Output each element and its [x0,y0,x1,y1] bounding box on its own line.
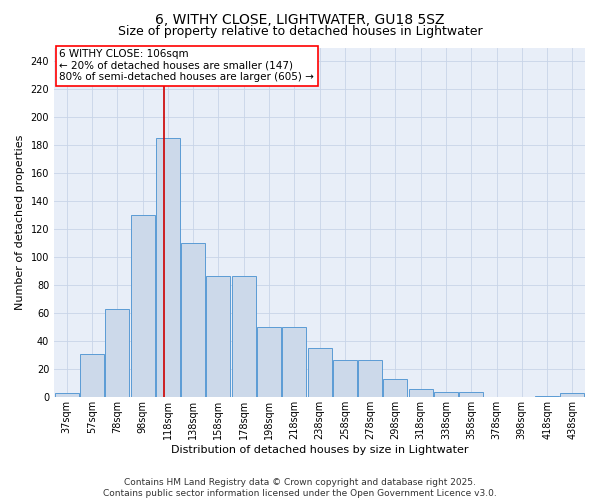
Bar [257,328,281,398]
Y-axis label: Number of detached properties: Number of detached properties [15,134,25,310]
Text: Contains HM Land Registry data © Crown copyright and database right 2025.
Contai: Contains HM Land Registry data © Crown c… [103,478,497,498]
Bar [308,348,332,398]
Bar [181,244,205,398]
Bar [560,393,584,398]
Text: Size of property relative to detached houses in Lightwater: Size of property relative to detached ho… [118,25,482,38]
X-axis label: Distribution of detached houses by size in Lightwater: Distribution of detached houses by size … [171,445,468,455]
Text: 6, WITHY CLOSE, LIGHTWATER, GU18 5SZ: 6, WITHY CLOSE, LIGHTWATER, GU18 5SZ [155,12,445,26]
Bar [434,392,458,398]
Bar [383,379,407,398]
Bar [55,393,79,398]
Bar [333,360,357,398]
Bar [206,276,230,398]
Bar [105,309,129,398]
Bar [232,276,256,398]
Bar [535,396,559,398]
Bar [80,354,104,398]
Bar [409,389,433,398]
Bar [459,392,483,398]
Bar [358,360,382,398]
Bar [156,138,180,398]
Bar [131,216,155,398]
Bar [282,328,306,398]
Text: 6 WITHY CLOSE: 106sqm
← 20% of detached houses are smaller (147)
80% of semi-det: 6 WITHY CLOSE: 106sqm ← 20% of detached … [59,49,314,82]
